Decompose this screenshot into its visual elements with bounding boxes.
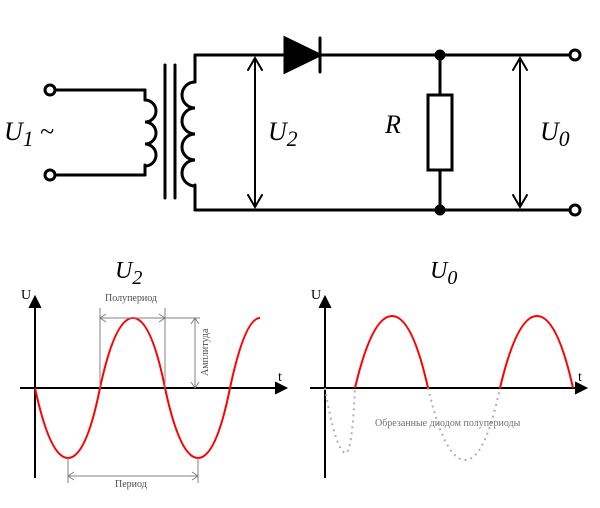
left-waveform <box>0 288 300 508</box>
amplitude-marker <box>133 318 200 388</box>
r-label: R <box>385 110 401 140</box>
left-x-axis-label: t <box>278 370 282 386</box>
right-graph-title: U0 <box>430 258 457 290</box>
diode <box>285 38 320 72</box>
right-y-axis-label: U <box>311 288 321 304</box>
u1-label: U1 ~ <box>4 117 54 152</box>
half-period-label: Полупериод <box>105 293 157 304</box>
right-x-axis-label: t <box>578 370 582 386</box>
diagram-root: U1 ~ U2 R U0 U2 U0 <box>0 0 600 508</box>
u2-arrow <box>248 58 262 207</box>
amplitude-label: Амплитуда <box>200 329 211 376</box>
cut-halves-label: Обрезанные диодом полупериоды <box>375 418 520 429</box>
right-waveform <box>300 288 600 508</box>
transformer <box>45 65 195 198</box>
circuit-schematic <box>0 10 600 250</box>
left-y-axis-label: U <box>21 288 31 304</box>
period-label: Период <box>115 479 147 490</box>
left-graph-title: U2 <box>115 258 142 290</box>
u0-label-circuit: U0 <box>540 117 570 152</box>
resistor <box>428 55 452 210</box>
u0-arrow <box>513 58 527 207</box>
u2-label: U2 <box>268 117 298 152</box>
